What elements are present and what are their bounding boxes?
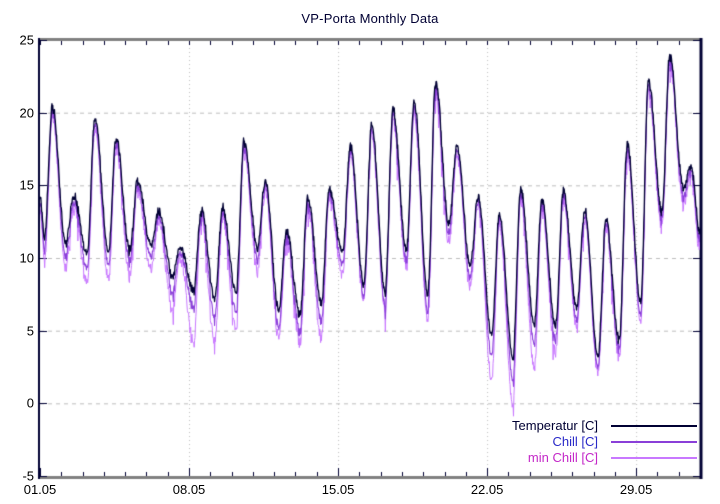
x-tick-label-08.05: 08.05 <box>172 482 206 497</box>
x-tick-label-22.05: 22.05 <box>470 482 504 497</box>
legend-row-temperatur: Temperatur [C] <box>512 418 720 434</box>
legend-label-min-chill: min Chill [C] <box>527 450 598 465</box>
x-tick-label-01.05: 01.05 <box>23 482 57 497</box>
y-tick-label-20: 20 <box>19 105 34 121</box>
x-tick-label-15.05: 15.05 <box>321 482 355 497</box>
legend-line-sample-chill <box>611 441 697 443</box>
y-tick-label-0: 0 <box>26 395 34 411</box>
legend: Temperatur [C] Chill [C] min Chill [C] <box>512 418 720 466</box>
y-tick-label-15: 15 <box>19 177 34 193</box>
legend-line-sample-min-chill <box>611 457 697 459</box>
x-tick-label-29.05: 29.05 <box>619 482 653 497</box>
y-tick-label-5: 5 <box>26 323 34 339</box>
y-tick-label-25: 25 <box>19 32 34 48</box>
legend-label-chill: Chill [C] <box>552 434 598 449</box>
legend-line-sample-temperatur <box>611 425 697 427</box>
y-tick-label--5: -5 <box>22 468 34 484</box>
legend-row-chill: Chill [C] <box>512 434 720 450</box>
legend-label-temperatur: Temperatur [C] <box>512 418 598 433</box>
legend-row-min-chill: min Chill [C] <box>512 450 720 466</box>
y-tick-label-10: 10 <box>19 250 34 266</box>
